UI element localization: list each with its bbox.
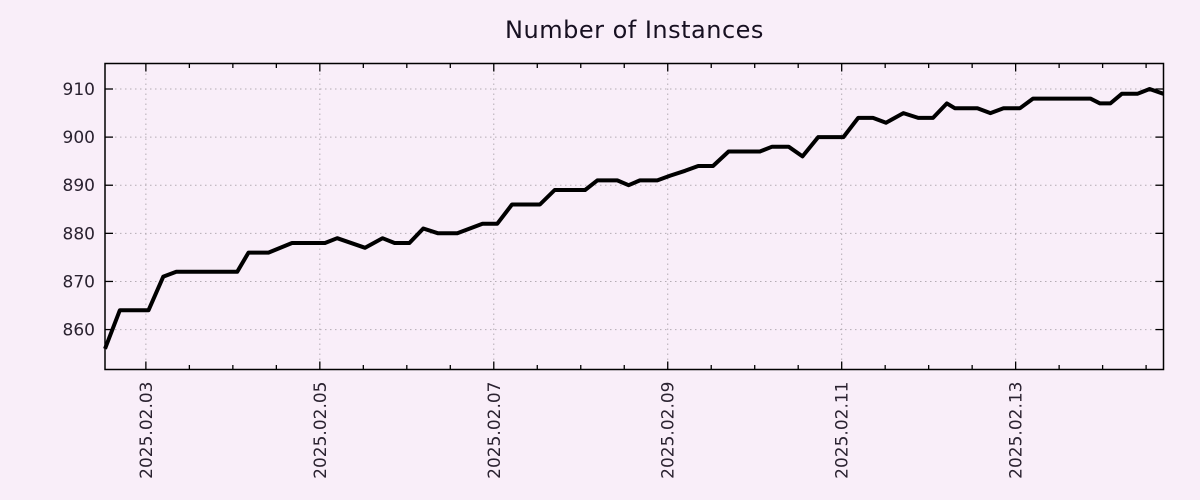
y-tick-label: 890 (63, 176, 95, 196)
y-tick-label: 870 (63, 272, 95, 292)
plot-border (104, 62, 1165, 371)
y-tick-label: 900 (63, 128, 95, 148)
y-tick-label: 860 (63, 321, 95, 341)
chart-title: Number of Instances (505, 16, 764, 44)
x-tick-label: 2025.02.09 (659, 382, 679, 479)
series-line (103, 87, 1165, 350)
x-tick-label: 2025.02.05 (311, 382, 331, 479)
x-tick-label: 2025.02.03 (137, 382, 157, 479)
x-tick-label: 2025.02.07 (485, 382, 505, 479)
x-tick-label: 2025.02.13 (1007, 382, 1027, 479)
y-tick-label: 880 (63, 224, 95, 244)
y-tick-label: 910 (63, 80, 95, 100)
x-tick-label: 2025.02.11 (833, 382, 853, 479)
